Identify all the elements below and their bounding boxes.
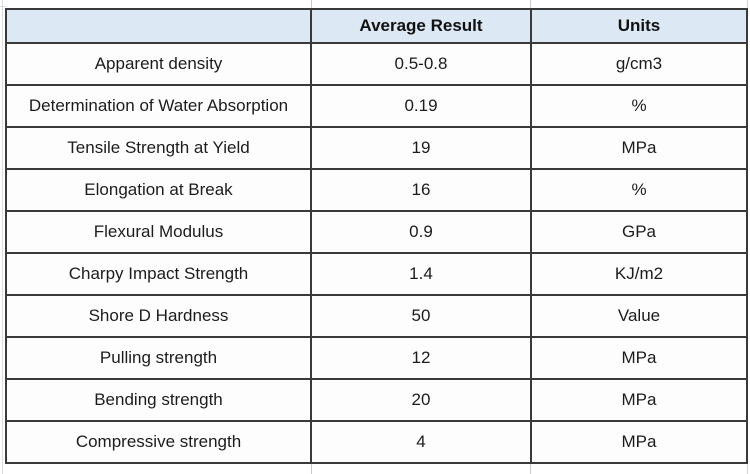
units-cell: % (530, 84, 748, 128)
units-cell: MPa (530, 336, 748, 380)
property-cell: Charpy Impact Strength (5, 252, 312, 296)
faint-gridline-top-col1 (311, 0, 312, 10)
column-header-average-result: Average Result (310, 8, 532, 44)
table-row: Tensile Strength at Yield 19 MPa (5, 126, 748, 170)
property-cell: Tensile Strength at Yield (5, 126, 312, 170)
result-cell: 0.19 (310, 84, 532, 128)
property-cell: Determination of Water Absorption (5, 84, 312, 128)
result-cell: 1.4 (310, 252, 532, 296)
column-header-blank (5, 8, 312, 44)
units-cell: KJ/m2 (530, 252, 748, 296)
results-table: Average Result Units Apparent density 0.… (5, 8, 748, 464)
table-row: Flexural Modulus 0.9 GPa (5, 210, 748, 254)
units-cell: GPa (530, 210, 748, 254)
faint-gridline-left-horizontal (0, 6, 6, 7)
table-header-row: Average Result Units (5, 8, 748, 44)
table-row: Charpy Impact Strength 1.4 KJ/m2 (5, 252, 748, 296)
faint-gridline-left (2, 0, 3, 474)
units-cell: Value (530, 294, 748, 338)
property-cell: Elongation at Break (5, 168, 312, 212)
table-row: Shore D Hardness 50 Value (5, 294, 748, 338)
table-row: Determination of Water Absorption 0.19 % (5, 84, 748, 128)
result-cell: 0.9 (310, 210, 532, 254)
result-cell: 16 (310, 168, 532, 212)
result-cell: 12 (310, 336, 532, 380)
result-cell: 20 (310, 378, 532, 422)
result-cell: 0.5-0.8 (310, 42, 532, 86)
column-header-units: Units (530, 8, 748, 44)
result-cell: 19 (310, 126, 532, 170)
units-cell: g/cm3 (530, 42, 748, 86)
table-row: Apparent density 0.5-0.8 g/cm3 (5, 42, 748, 86)
units-cell: MPa (530, 420, 748, 464)
property-cell: Bending strength (5, 378, 312, 422)
property-cell: Shore D Hardness (5, 294, 312, 338)
table-row: Compressive strength 4 MPa (5, 420, 748, 464)
result-cell: 50 (310, 294, 532, 338)
faint-gridline-bottom-col1 (311, 464, 312, 474)
property-cell: Pulling strength (5, 336, 312, 380)
property-cell: Compressive strength (5, 420, 312, 464)
table-row: Elongation at Break 16 % (5, 168, 748, 212)
units-cell: MPa (530, 378, 748, 422)
units-cell: % (530, 168, 748, 212)
table-row: Pulling strength 12 MPa (5, 336, 748, 380)
faint-gridline-top-col2 (530, 0, 531, 10)
units-cell: MPa (530, 126, 748, 170)
table-row: Bending strength 20 MPa (5, 378, 748, 422)
result-cell: 4 (310, 420, 532, 464)
faint-gridline-bottom-col2 (530, 464, 531, 474)
property-cell: Apparent density (5, 42, 312, 86)
property-cell: Flexural Modulus (5, 210, 312, 254)
